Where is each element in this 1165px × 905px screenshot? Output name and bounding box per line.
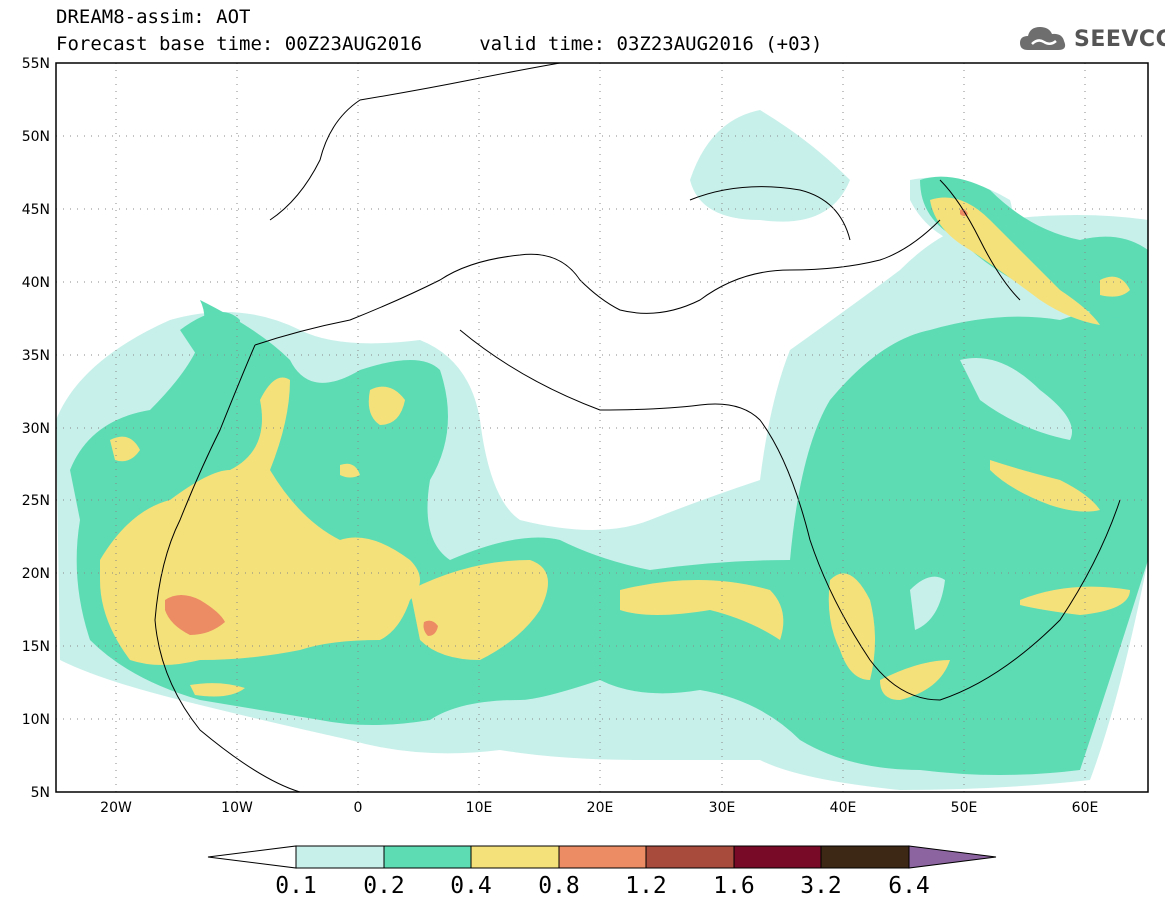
colorbar-under-arrow: [207, 845, 297, 869]
lon-tick: 10W: [221, 800, 253, 816]
colorbar-over-arrow: [908, 845, 997, 869]
colorbar-segment: [733, 845, 822, 869]
colorbar-segment: [295, 845, 385, 869]
colorbar-label: 3.2: [800, 873, 842, 899]
colorbar-label: 1.6: [713, 873, 755, 899]
lon-tick: 20W: [100, 800, 132, 816]
lat-tick: 25N: [22, 493, 50, 509]
lat-tick: 15N: [22, 639, 50, 655]
logo-text: SEEVCCC: [1074, 26, 1165, 52]
coastlines: [154, 63, 1121, 792]
colorbar-segment: [558, 845, 647, 869]
lon-tick: 40E: [830, 800, 857, 816]
lat-tick: 35N: [22, 348, 50, 364]
map-frame: [55, 62, 1149, 793]
cloud-icon: [1020, 27, 1066, 50]
colorbar-segment: [470, 845, 560, 869]
colorbar-label: 0.8: [538, 873, 580, 899]
aot-holes: [910, 358, 1072, 630]
colorbar-label: 0.1: [275, 873, 317, 899]
lat-tick: 50N: [22, 129, 50, 145]
colorbar-segment: [645, 845, 735, 869]
lon-tick: 0: [354, 800, 363, 816]
lat-tick: 20N: [22, 566, 50, 582]
lon-axis: 20W 10W 0 10E 20E 30E 40E 50E 60E: [100, 800, 1098, 816]
lon-tick: 10E: [466, 800, 493, 816]
lat-tick: 45N: [22, 202, 50, 218]
lat-tick: 10N: [22, 712, 50, 728]
lat-axis: 55N 50N 45N 40N 35N 30N 25N 20N 15N 10N …: [22, 56, 50, 801]
aot-level-0.8: [165, 209, 968, 636]
colorbar-label: 1.2: [625, 873, 667, 899]
lat-tick: 40N: [22, 275, 50, 291]
colorbar-segment: [383, 845, 472, 869]
colorbar-segment: [820, 845, 910, 869]
colorbar-labels: 0.1 0.2 0.4 0.8 1.2 1.6 3.2 6.4: [275, 873, 930, 899]
colorbar: [207, 845, 997, 869]
chart-title: DREAM8-assim: AOT: [56, 6, 251, 28]
lat-tick: 5N: [31, 785, 50, 801]
lon-tick: 30E: [709, 800, 736, 816]
lat-tick: 30N: [22, 421, 50, 437]
lat-tick: 55N: [22, 56, 50, 72]
colorbar-label: 6.4: [888, 873, 930, 899]
graticule: [56, 63, 1148, 792]
lon-tick: 20E: [587, 800, 614, 816]
seevccc-logo: SEEVCCC: [1018, 22, 1165, 56]
lon-tick: 60E: [1072, 800, 1099, 816]
colorbar-label: 0.2: [363, 873, 405, 899]
colorbar-label: 0.4: [450, 873, 492, 899]
forecast-times: Forecast base time: 00Z23AUG2016 valid t…: [56, 33, 823, 55]
lon-tick: 50E: [951, 800, 978, 816]
